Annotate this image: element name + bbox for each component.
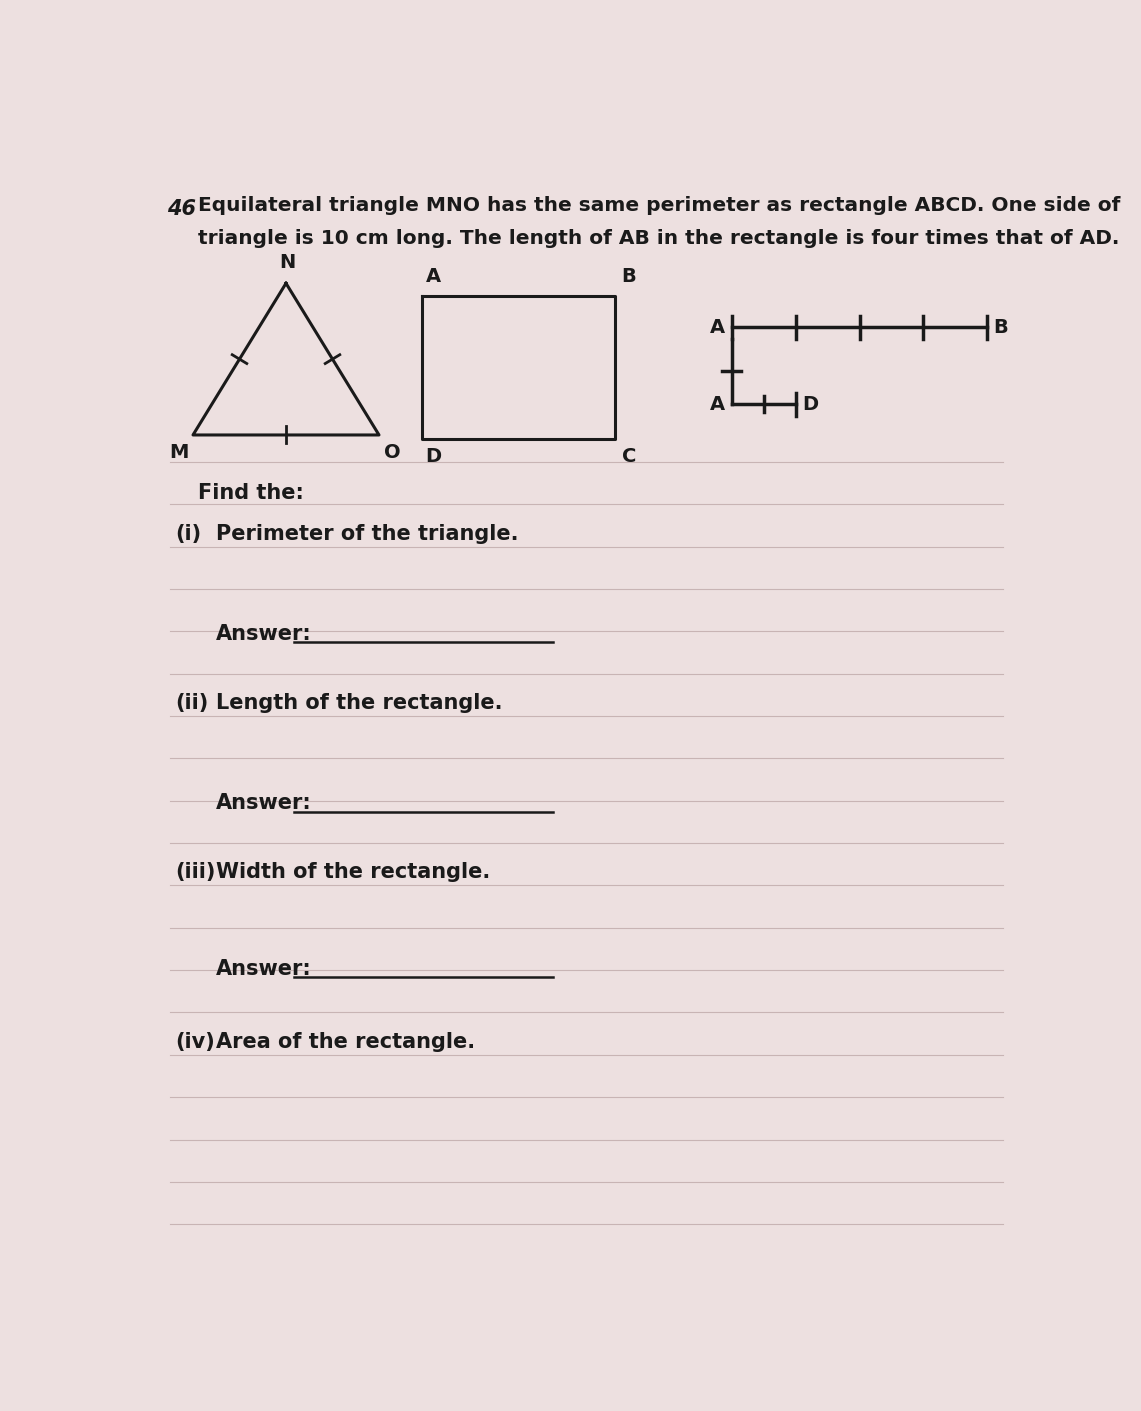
Text: 46: 46 [168, 199, 196, 219]
Text: Width of the rectangle.: Width of the rectangle. [217, 862, 491, 882]
Text: B: B [622, 267, 637, 285]
Text: Answer:: Answer: [217, 958, 311, 979]
Text: Equilateral triangle MNO has the same perimeter as rectangle ABCD. One side of: Equilateral triangle MNO has the same pe… [199, 196, 1120, 216]
Text: A: A [711, 395, 726, 413]
Text: A: A [711, 317, 726, 337]
Text: N: N [280, 254, 296, 272]
Text: Area of the rectangle.: Area of the rectangle. [217, 1031, 476, 1051]
Text: M: M [169, 443, 188, 461]
Text: (i): (i) [176, 523, 201, 543]
Text: D: D [426, 446, 442, 466]
Text: Perimeter of the triangle.: Perimeter of the triangle. [217, 523, 519, 543]
Text: D: D [802, 395, 818, 413]
Text: Length of the rectangle.: Length of the rectangle. [217, 693, 503, 713]
Text: (ii): (ii) [176, 693, 209, 713]
Text: Answer:: Answer: [217, 624, 311, 643]
Text: Find the:: Find the: [199, 484, 305, 504]
Text: (iii): (iii) [176, 862, 216, 882]
Text: triangle is 10 cm long. The length of AB in the rectangle is four times that of : triangle is 10 cm long. The length of AB… [199, 230, 1119, 248]
Text: Answer:: Answer: [217, 793, 311, 813]
Text: (iv): (iv) [176, 1031, 215, 1051]
Text: B: B [994, 317, 1009, 337]
Text: C: C [622, 446, 636, 466]
Text: A: A [426, 267, 440, 285]
Text: O: O [383, 443, 400, 461]
